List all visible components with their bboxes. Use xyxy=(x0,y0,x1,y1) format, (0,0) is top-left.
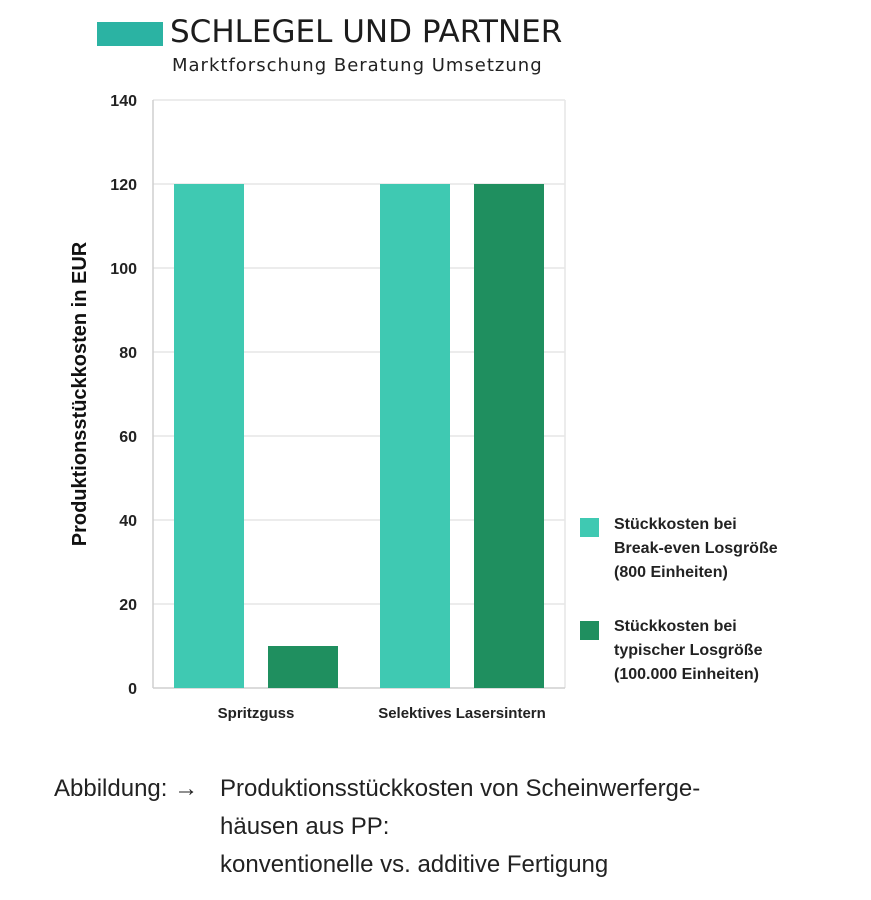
y-tick-label: 100 xyxy=(110,261,137,278)
legend-entry-break-even: Stückkosten bei Break-even Losgröße (800… xyxy=(614,513,871,585)
legend-line: (800 Einheiten) xyxy=(614,564,728,581)
caption-line: häusen aus PP: xyxy=(220,813,390,840)
y-axis-label: Produktionsstückkosten in EUR xyxy=(69,241,91,546)
legend-line: Stückkosten bei xyxy=(614,516,737,533)
y-tick-label: 40 xyxy=(119,513,137,530)
caption-line: Produktionsstückkosten von Scheinwerferg… xyxy=(220,775,701,802)
brand-logo-bar xyxy=(97,22,163,46)
x-tick-label: Selektives Lasersintern xyxy=(378,705,546,722)
caption-line: konventionelle vs. additive Fertigung xyxy=(220,851,609,878)
brand-title: SCHLEGEL UND PARTNER xyxy=(170,14,563,50)
legend-line: Break-even Losgröße xyxy=(614,540,778,557)
bar xyxy=(174,184,244,688)
legend-swatch-break-even xyxy=(580,518,599,537)
bar xyxy=(268,646,338,688)
caption-prefix: Abbildung: → xyxy=(54,775,199,802)
bar-chart: 0 20 40 60 80 100 120 140 Spritzguss Selektives L… xyxy=(69,93,566,722)
bar xyxy=(474,184,544,688)
y-tick-label: 80 xyxy=(119,345,137,362)
legend-swatch-typical xyxy=(580,621,599,640)
y-tick-label: 0 xyxy=(128,681,137,698)
y-tick-label: 20 xyxy=(119,597,137,614)
legend-entry-typical: Stückkosten bei typischer Losgröße (100.… xyxy=(614,615,871,687)
y-tick-label: 140 xyxy=(110,93,137,110)
y-tick-label: 120 xyxy=(110,177,137,194)
legend-line: typischer Losgröße xyxy=(614,642,763,659)
bar xyxy=(380,184,450,688)
brand-tagline: Marktforschung Beratung Umsetzung xyxy=(172,55,543,76)
y-tick-label: 60 xyxy=(119,429,137,446)
legend-line: Stückkosten bei xyxy=(614,618,737,635)
legend-line: (100.000 Einheiten) xyxy=(614,666,759,683)
x-tick-label: Spritzguss xyxy=(218,705,295,722)
